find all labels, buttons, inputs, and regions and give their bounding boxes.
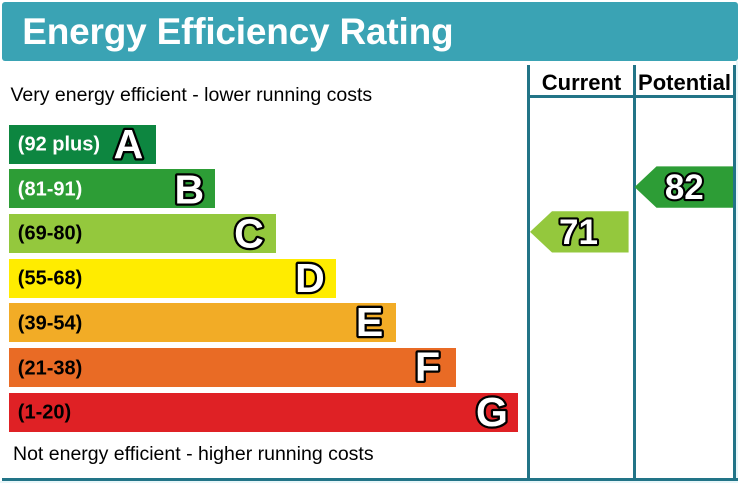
svg-text:82: 82 [665,168,704,207]
svg-text:A: A [114,121,144,167]
svg-text:C: C [234,210,264,256]
svg-text:E: E [356,299,383,345]
svg-text:F: F [415,344,440,390]
svg-text:G: G [476,389,508,435]
svg-text:71: 71 [559,213,598,252]
svg-text:D: D [295,255,325,301]
svg-text:B: B [174,167,204,213]
